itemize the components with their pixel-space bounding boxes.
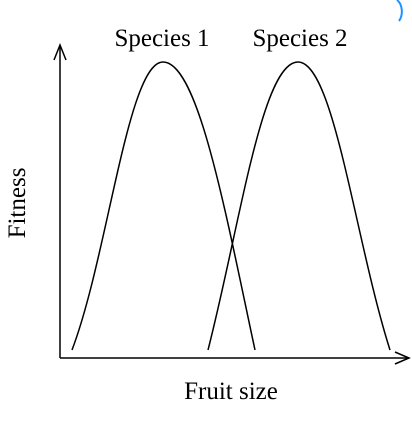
x-axis-title: Fruit size (184, 378, 278, 405)
species-1-label: Species 1 (114, 25, 209, 52)
species-2-label: Species 2 (252, 25, 347, 52)
x-axis-arrowhead (394, 351, 411, 365)
species-1-curve (71, 61, 256, 351)
y-axis-title: Fitness (4, 168, 31, 239)
corner-accent-arc (396, 0, 403, 22)
y-axis-arrowhead (53, 42, 67, 61)
species-2-curve (207, 61, 391, 351)
